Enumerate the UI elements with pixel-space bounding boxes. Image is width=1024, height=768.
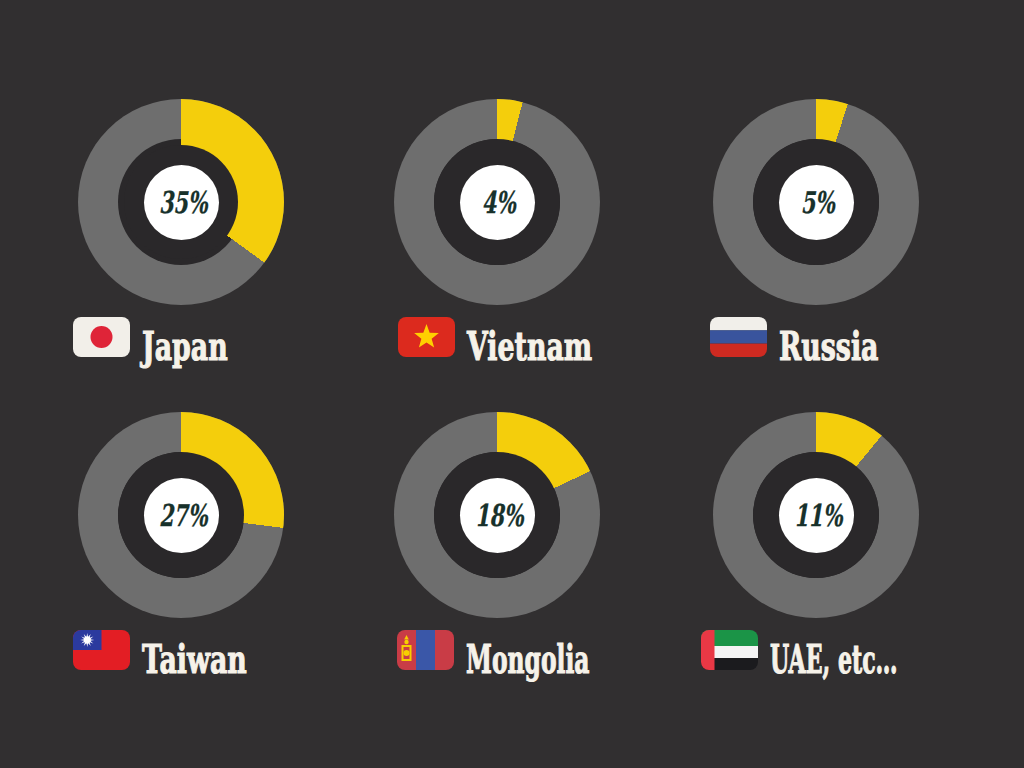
legend-russia: Russia <box>710 317 927 357</box>
donut-center: 4% <box>460 165 535 240</box>
donut-chart-russia: 5% <box>713 99 919 305</box>
legend-taiwan: Taiwan <box>73 630 298 670</box>
donut-center: 5% <box>779 165 854 240</box>
percent-value: 4% <box>482 185 516 220</box>
vietnam-flag-icon <box>398 317 455 357</box>
donut-center: 35% <box>144 165 219 240</box>
donut-chart-uae: 11% <box>713 412 919 618</box>
taiwan-flag-icon <box>73 630 130 670</box>
donut-chart-japan: 35% <box>78 99 284 305</box>
legend-uae: UAE, etc… <box>701 630 1001 670</box>
percent-value: 35% <box>159 185 207 220</box>
donut-chart-taiwan: 27% <box>78 412 284 618</box>
country-label: Vietnam <box>467 322 592 369</box>
donut-center: 11% <box>779 478 854 553</box>
donut-chart-mongolia: 18% <box>394 412 600 618</box>
percent-value: 18% <box>475 498 523 533</box>
donut-center: 27% <box>144 478 219 553</box>
country-label: Mongolia <box>466 635 589 682</box>
donut-chart-vietnam: 4% <box>394 99 600 305</box>
japan-flag-icon <box>73 317 130 357</box>
country-label: UAE, etc… <box>770 635 898 682</box>
donut-chart-infographic: 35% Japan 4% Vietnam <box>0 0 1024 768</box>
uae-flag-icon <box>701 630 758 670</box>
russia-flag-icon <box>710 317 767 357</box>
country-label: Russia <box>779 322 878 369</box>
percent-value: 11% <box>794 498 842 533</box>
donut-center: 18% <box>460 478 535 553</box>
mongolia-flag-icon <box>397 630 454 670</box>
percent-value: 5% <box>801 185 835 220</box>
legend-mongolia: Mongolia <box>397 630 677 670</box>
country-label: Japan <box>142 322 228 369</box>
percent-value: 27% <box>159 498 207 533</box>
country-label: Taiwan <box>142 635 247 682</box>
legend-vietnam: Vietnam <box>398 317 654 357</box>
legend-japan: Japan <box>73 317 270 357</box>
